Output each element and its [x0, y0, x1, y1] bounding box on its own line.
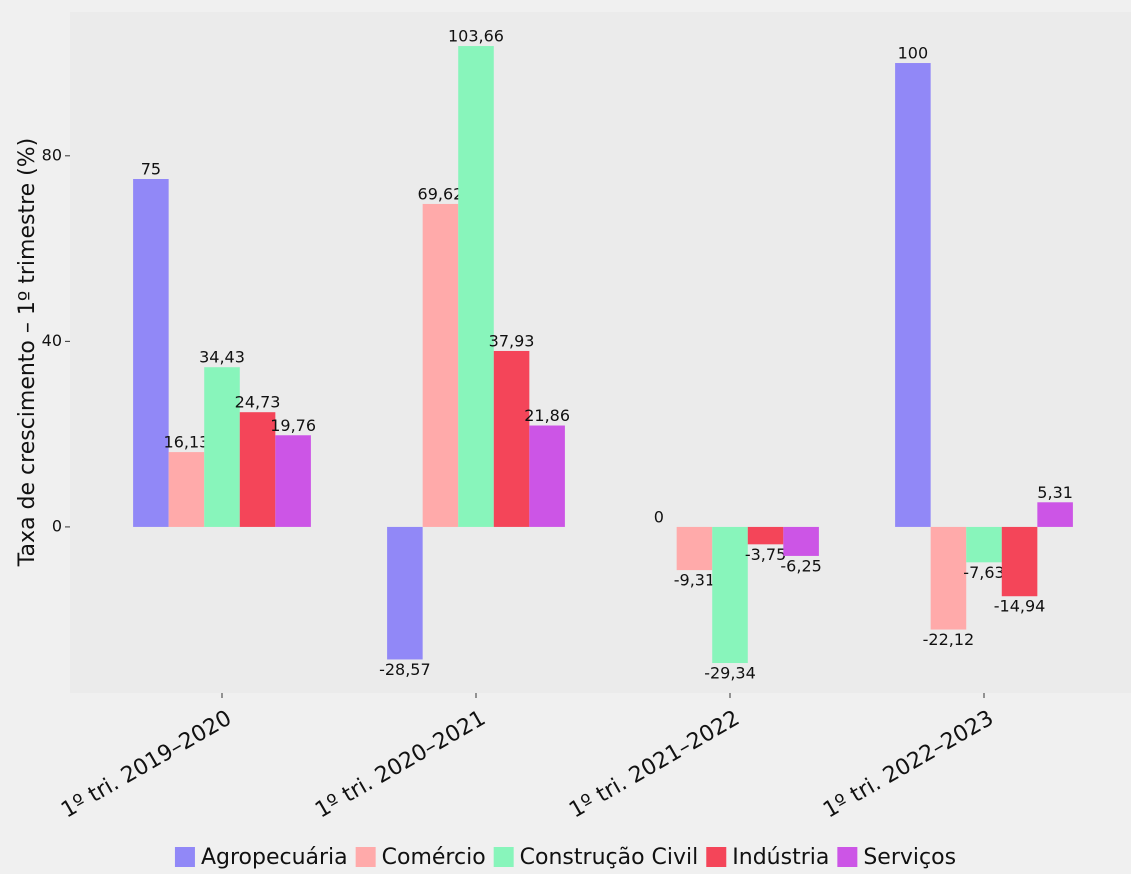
- bar: [966, 526, 1002, 563]
- bar: [493, 350, 530, 527]
- bar: [1001, 526, 1038, 597]
- bar: [275, 435, 311, 527]
- y-axis-title: Taxa de crescimento – 1º trimestre (%): [15, 138, 40, 567]
- legend-label: Serviços: [863, 845, 956, 870]
- bar: [133, 179, 169, 527]
- value-label: 37,93: [489, 331, 535, 350]
- value-label: -22,12: [923, 630, 975, 649]
- legend-label: Indústria: [732, 845, 829, 870]
- value-label: 19,76: [270, 416, 316, 435]
- value-label: 69,62: [418, 184, 464, 203]
- bar: [204, 367, 240, 527]
- value-label: 21,86: [524, 406, 570, 425]
- value-label: -7,63: [963, 563, 1004, 582]
- legend-key: [355, 847, 376, 867]
- bar: [168, 452, 205, 527]
- bar: [712, 526, 748, 664]
- value-label: -28,57: [379, 660, 431, 679]
- value-label: 16,13: [164, 433, 210, 452]
- bar: [676, 526, 713, 571]
- y-tick-label: 80: [42, 145, 62, 164]
- legend-key: [837, 847, 858, 867]
- legend-key: [174, 847, 195, 867]
- value-label: -6,25: [780, 556, 821, 575]
- value-label: 103,66: [448, 27, 504, 46]
- bar: [239, 412, 276, 527]
- bar: [783, 526, 819, 556]
- value-label: -29,34: [704, 664, 756, 683]
- value-label: -14,94: [994, 597, 1046, 616]
- legend-label: Comércio: [382, 845, 486, 870]
- value-label: 34,43: [199, 348, 245, 367]
- value-label: -3,75: [745, 545, 786, 564]
- value-label: 75: [141, 160, 161, 179]
- legend-label: Construção Civil: [520, 845, 699, 870]
- y-tick-label: 40: [42, 331, 62, 350]
- value-label: 5,31: [1037, 483, 1073, 502]
- bar: [422, 203, 459, 527]
- bar: [747, 526, 784, 545]
- bar: [930, 526, 967, 630]
- bar: [387, 526, 423, 660]
- value-label: 24,73: [235, 393, 281, 412]
- legend-key: [706, 847, 727, 867]
- bar: [1037, 502, 1073, 527]
- bar: [529, 425, 565, 527]
- legend-key: [493, 847, 514, 867]
- legend-label: Agropecuária: [201, 845, 348, 870]
- y-tick-label: 0: [52, 516, 62, 535]
- value-label: 0: [654, 507, 664, 526]
- value-label: 100: [898, 44, 929, 63]
- bar: [895, 63, 931, 527]
- bar: [458, 46, 494, 527]
- value-label: -9,31: [674, 571, 715, 590]
